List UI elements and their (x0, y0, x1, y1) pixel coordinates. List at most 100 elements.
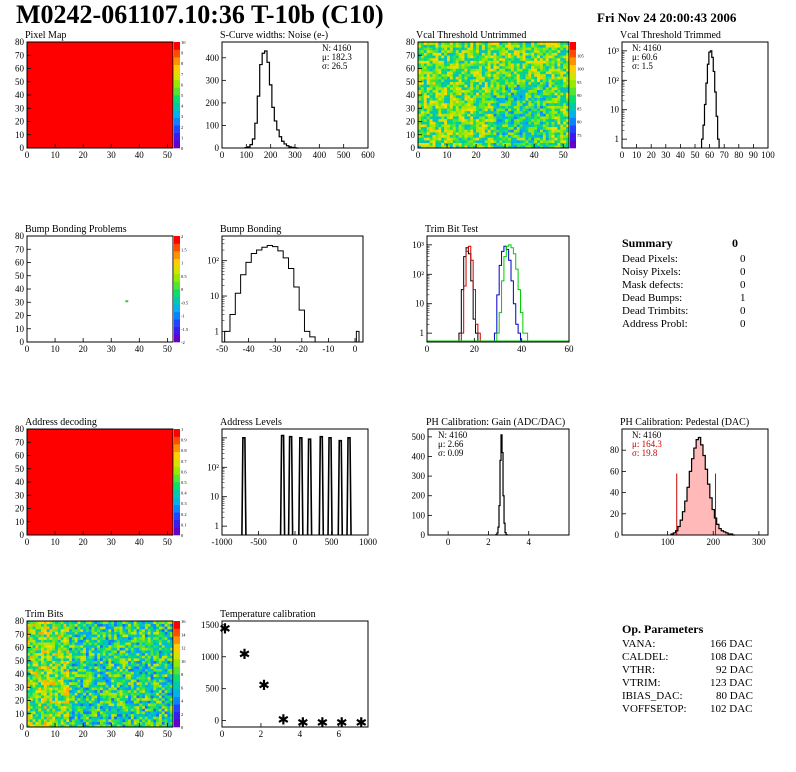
y-tick-label: 0 (615, 530, 620, 540)
op-parameters-panel: Op. Parameters VANA: 166 DAC CALDEL: 108… (622, 622, 762, 722)
colorbar-tick-label: 1.5 (181, 247, 187, 252)
colorbar-bin (174, 482, 180, 490)
plot-frame (221, 428, 369, 536)
chart-address-decoding: Address decoding 0 0.1 0.2 0.3 0.4 0.5 0.6 0.7 0.… (15, 417, 187, 547)
colorbar-tick-label: 0 (181, 533, 184, 538)
x-tick-label: 30 (107, 344, 117, 354)
y-tick-label: 300 (206, 75, 220, 85)
colorbar-bin (174, 304, 180, 313)
chart-vcal-untrimmed: Vcal Threshold Untrimmed7580859095100105… (406, 30, 585, 160)
colorbar-tick-label: 5 (181, 93, 184, 98)
chart-title: Pixel Map (25, 30, 66, 41)
heatmap-cells (27, 42, 173, 148)
y-tick-label: 0 (215, 716, 220, 726)
colorbar-bin (174, 132, 180, 141)
x-tick-label: 10 (51, 537, 61, 547)
x-tick-label: 300 (288, 150, 302, 160)
x-tick-label: 40 (676, 150, 686, 160)
y-tick-label: 10² (607, 75, 619, 85)
y-tick-label: 0 (20, 143, 25, 153)
trim-bit-series (460, 245, 481, 342)
x-tick-label: 50 (163, 729, 173, 739)
y-tick-label: 70 (15, 629, 25, 639)
op-param-value-vana: 166 DAC (710, 638, 753, 650)
colorbar-tick-label: 16 (181, 619, 186, 624)
x-tick-label: 50 (691, 150, 701, 160)
colorbar-tick-label: -0.5 (181, 300, 189, 305)
x-tick-label: 1000 (359, 537, 378, 547)
y-tick-label: 70 (406, 50, 416, 60)
colorbar-bin (174, 266, 180, 275)
colorbar-bin (174, 236, 180, 244)
colorbar-tick-label: 9 (181, 51, 184, 56)
y-tick-label: 50 (15, 464, 25, 474)
y-tick-label: 0 (20, 722, 25, 732)
colorbar-bin (174, 296, 180, 305)
x-tick-label: 40 (530, 150, 540, 160)
x-tick-label: -40 (243, 344, 255, 354)
y-tick-label: 400 (412, 451, 426, 461)
colorbar-tick-label: 8 (181, 61, 184, 66)
x-tick-label: 4 (298, 729, 303, 739)
colorbar-tick-label: 4 (181, 104, 184, 109)
stats-entry: N: 4160 (438, 430, 468, 440)
x-tick-label: 10 (51, 729, 61, 739)
x-tick-label: 20 (647, 150, 657, 160)
colorbar-bin (174, 87, 180, 96)
y-tick-label: 200 (412, 491, 426, 501)
summary-label-mask-defects: Mask defects: (622, 279, 684, 291)
y-tick-label: 40 (15, 477, 25, 487)
y-tick-label: 40 (406, 90, 416, 100)
summary-value-noisy-pixels: 0 (740, 266, 746, 278)
colorbar-bin (174, 689, 180, 698)
y-tick-label: 300 (412, 471, 426, 481)
data-marker: ✱ (239, 648, 251, 663)
op-param-value-vthr: 92 DAC (716, 664, 753, 676)
x-tick-label: 0 (25, 537, 30, 547)
colorbar-bin (174, 527, 180, 536)
y-tick-label: 10 (210, 492, 220, 502)
chart-title: PH Calibration: Gain (ADC/DAC) (426, 417, 565, 428)
colorbar-tick-label: 80 (577, 120, 582, 125)
y-tick-label: 50 (15, 656, 25, 666)
chart-bump-problems: Bump Bonding Problems -2 -1.5 -1 -0.5 0 0.5 1 1.… (15, 224, 189, 354)
data-marker: ✱ (336, 716, 348, 731)
y-tick-label: 20 (406, 117, 416, 127)
y-tick-label: 30 (406, 103, 416, 113)
x-tick-label: 0 (220, 729, 225, 739)
colorbar-bin (174, 651, 180, 660)
colorbar-bin (174, 110, 180, 119)
x-tick-label: 0 (220, 150, 225, 160)
colorbar-tick-label: 0.9 (181, 438, 187, 443)
x-tick-label: 200 (707, 537, 721, 547)
colorbar-tick-label: 2 (181, 125, 183, 130)
colorbar-tick-label: 0.1 (181, 522, 187, 527)
summary-total: 0 (732, 236, 738, 250)
y-tick-label: 50 (15, 271, 25, 281)
y-tick-label: 0 (20, 530, 25, 540)
stats-entry: μ: 164.3 (632, 439, 662, 449)
address-level-peak (327, 437, 333, 536)
colorbar-bin (174, 64, 180, 73)
address-level-peak (298, 437, 304, 536)
address-level-peak (241, 437, 247, 536)
colorbar-bin (174, 666, 180, 675)
y-tick-label: 1 (215, 326, 220, 336)
colorbar-bin (174, 628, 180, 637)
colorbar-bin (174, 704, 180, 713)
histogram-bin (355, 330, 360, 342)
colorbar-tick-label: 6 (181, 82, 184, 87)
chart-title: PH Calibration: Pedestal (DAC) (620, 417, 749, 428)
summary-label-dead-trimbits: Dead Trimbits: (622, 305, 689, 317)
colorbar-tick-label: 10 (181, 40, 186, 45)
y-tick-label: 80 (15, 37, 25, 47)
stats-entry: μ: 2.66 (438, 439, 464, 449)
y-tick-label: 400 (206, 53, 220, 63)
colorbar-tick-label: 0.5 (181, 480, 187, 485)
page-timestamp: Fri Nov 24 20:00:43 2006 (597, 10, 737, 25)
y-tick-label: 10 (15, 517, 25, 527)
colorbar-tick-label: 0.4 (181, 491, 187, 496)
